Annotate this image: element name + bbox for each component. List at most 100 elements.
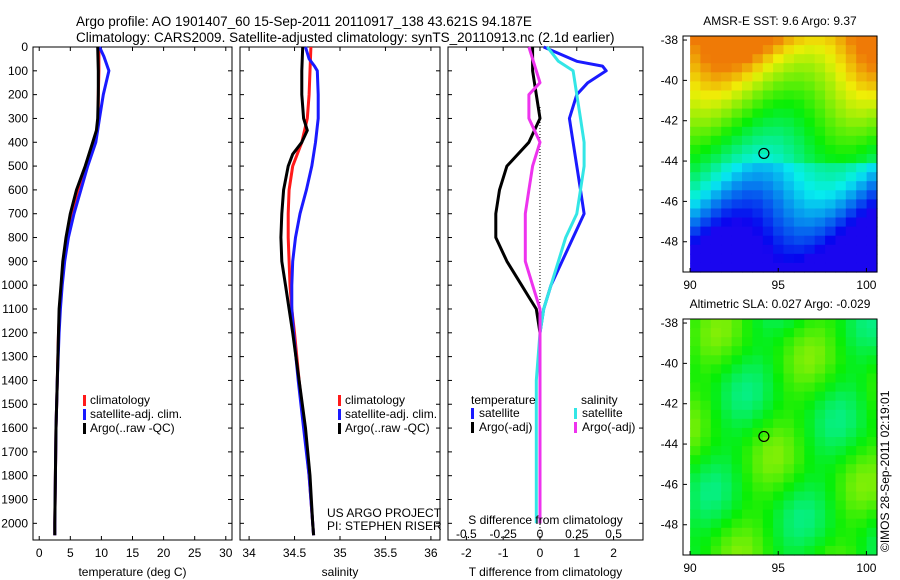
sst-map-cell bbox=[690, 244, 702, 255]
sla-map-cell bbox=[783, 346, 795, 356]
sla-map-cell bbox=[825, 455, 837, 465]
sst-map-cell bbox=[793, 244, 805, 255]
sst-map-cell bbox=[825, 126, 837, 137]
sla-map-cell bbox=[742, 409, 753, 420]
sst-map-cell bbox=[690, 253, 702, 264]
sst-map-x-tick-label: 95 bbox=[772, 278, 786, 292]
sst-map-cell bbox=[710, 199, 722, 210]
sst-map-cell bbox=[825, 54, 837, 64]
sla-map-cell bbox=[793, 391, 805, 402]
sst-map-cell bbox=[804, 244, 816, 255]
sst-map-cell bbox=[866, 117, 878, 128]
temperature-y-tick-label: 1400 bbox=[1, 373, 28, 387]
sst-map-cell bbox=[783, 172, 795, 182]
temperature-y-tick-label: 100 bbox=[8, 64, 28, 78]
sst-map-cell bbox=[783, 63, 795, 73]
sst-map-cell bbox=[762, 181, 774, 191]
sst-map-cell bbox=[825, 99, 837, 110]
sst-map-cell bbox=[710, 99, 722, 110]
sst-map-cell bbox=[835, 54, 847, 64]
sst-map-cell bbox=[783, 99, 795, 110]
sst-map-cell bbox=[700, 262, 712, 273]
sst-map-cell bbox=[845, 63, 857, 73]
sla-map-cell bbox=[773, 545, 785, 556]
sst-map-cell bbox=[856, 199, 868, 210]
salinity-series-1 bbox=[290, 46, 320, 536]
sla-map-cell bbox=[783, 473, 795, 483]
sla-map-cell bbox=[825, 509, 837, 520]
sst-map-cell bbox=[835, 253, 847, 264]
sla-map-cell bbox=[856, 337, 868, 347]
sla-map-cell bbox=[710, 382, 722, 393]
sla-map-cell bbox=[845, 364, 857, 375]
sla-map-cell bbox=[731, 391, 743, 402]
sst-map-cell bbox=[845, 253, 857, 264]
sla-map-cell bbox=[804, 346, 816, 356]
sla-map-cell bbox=[700, 464, 712, 474]
sla-map-cell bbox=[783, 427, 795, 438]
sla-map-cell bbox=[731, 491, 743, 502]
sla-map-cell bbox=[690, 400, 702, 411]
sst-map-cell bbox=[814, 117, 826, 128]
sst-map-cell bbox=[866, 226, 878, 237]
sst-map-cell bbox=[690, 99, 702, 110]
sla-map-cell bbox=[814, 464, 826, 474]
sst-map-cell bbox=[762, 154, 774, 164]
salinity-legend-label-0: climatology bbox=[345, 393, 405, 407]
sst-map-cell bbox=[814, 126, 826, 137]
sla-map-cell bbox=[856, 355, 868, 365]
sla-map-cell bbox=[710, 337, 722, 347]
sst-map-cell bbox=[804, 217, 816, 228]
sst-map-cell bbox=[752, 54, 764, 64]
sst-map-cell bbox=[783, 36, 795, 46]
sst-map-cell bbox=[752, 99, 764, 110]
sst-map-cell bbox=[773, 126, 785, 137]
sla-map-cell bbox=[752, 473, 764, 483]
sst-map-cell bbox=[742, 99, 753, 110]
sla-map-cell bbox=[793, 518, 805, 529]
sst-map-cell bbox=[856, 126, 868, 137]
sst-map-cell bbox=[762, 63, 774, 73]
sla-map-cell bbox=[866, 545, 878, 556]
sst-map-cell bbox=[752, 135, 764, 146]
sst-map-cell bbox=[793, 45, 805, 55]
difference-x-axis-label: T difference from climatology bbox=[469, 565, 623, 579]
sla-map-cell bbox=[721, 373, 733, 384]
sst-map-cell bbox=[721, 54, 733, 64]
sla-map-cell bbox=[866, 437, 878, 447]
temperature-y-tick-label: 700 bbox=[8, 207, 28, 221]
sst-map-cell bbox=[856, 244, 868, 255]
sla-map-cell bbox=[845, 518, 857, 529]
sst-map-cell bbox=[710, 244, 722, 255]
sst-map-cell bbox=[690, 108, 702, 119]
sla-map-cell bbox=[825, 427, 837, 438]
temperature-series-1 bbox=[53, 46, 111, 536]
sst-map-cell bbox=[825, 63, 837, 73]
sla-map-cell bbox=[752, 364, 764, 375]
sst-map-x-tick-label: 90 bbox=[683, 278, 697, 292]
sst-map-cell bbox=[731, 63, 743, 73]
sla-map-cell bbox=[710, 536, 722, 547]
sst-map-cell bbox=[690, 190, 702, 200]
sst-map-cell bbox=[742, 262, 753, 273]
sla-map-cell bbox=[804, 482, 816, 493]
sst-map-cell bbox=[835, 117, 847, 128]
sst-map-cell bbox=[835, 262, 847, 273]
sla-map-cell bbox=[783, 509, 795, 520]
sla-map-cell bbox=[773, 346, 785, 356]
sla-map-x-tick-label: 100 bbox=[856, 561, 876, 575]
sla-map-cell bbox=[773, 373, 785, 384]
sst-map-cell bbox=[845, 117, 857, 128]
sst-map-y-tick-label: -46 bbox=[661, 194, 679, 208]
salinity-legend-label-2: Argo(..raw -QC) bbox=[345, 421, 430, 435]
sla-map-cell bbox=[814, 545, 826, 556]
sla-map-cell bbox=[762, 518, 774, 529]
sst-map-cell bbox=[762, 163, 774, 173]
sst-map-cell bbox=[700, 226, 712, 237]
sst-map-cell bbox=[762, 81, 774, 92]
sst-map-cell bbox=[721, 199, 733, 210]
sst-map-cell bbox=[721, 135, 733, 146]
sla-map-x-tick-label: 95 bbox=[772, 561, 786, 575]
sla-map-cell bbox=[866, 364, 878, 375]
sst-map-cell bbox=[710, 90, 722, 101]
